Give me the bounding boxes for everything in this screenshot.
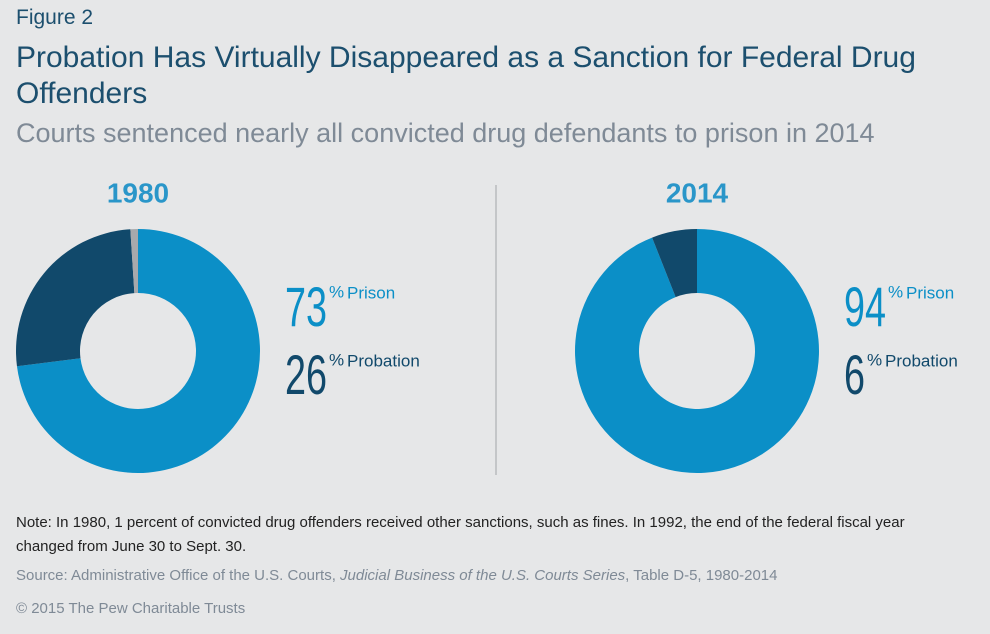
title: Probation Has Virtually Disappeared as a… <box>16 41 916 110</box>
note: Note: In 1980, 1 percent of convicted dr… <box>16 514 905 555</box>
legend-unit: % <box>329 282 344 301</box>
legend-value: 94 <box>844 275 886 338</box>
source-text: Source: Administrative Office of the U.S… <box>16 567 341 584</box>
legend-value: 73 <box>285 275 327 338</box>
legend-unit: % <box>329 350 344 369</box>
copyright: © 2015 The Pew Charitable Trusts <box>16 600 246 617</box>
donut-slice <box>16 229 135 367</box>
legend-value: 26 <box>285 343 327 406</box>
figure-label: Figure 2 <box>16 6 94 29</box>
subtitle: Courts sentenced nearly all convicted dr… <box>16 118 875 148</box>
source-title: Judicial Business of the U.S. Courts Ser… <box>340 567 626 584</box>
legend-label: Probation <box>885 351 958 370</box>
donut-slice <box>130 229 138 294</box>
legend-label: Probation <box>347 351 420 370</box>
legend-unit: % <box>888 282 903 301</box>
donut-slice <box>652 229 697 298</box>
donut-slice <box>574 229 819 473</box>
chart-title: 1980 <box>107 177 169 208</box>
source-text: , Table D-5, 1980-2014 <box>625 567 778 584</box>
legend-label: Prison <box>347 283 395 302</box>
legend-label: Prison <box>906 283 954 302</box>
source: Source: Administrative Office of the U.S… <box>16 567 778 584</box>
legend-unit: % <box>867 350 882 369</box>
legend-value: 6 <box>844 343 865 406</box>
donut-slice <box>16 229 260 473</box>
chart-title: 2014 <box>666 177 729 208</box>
